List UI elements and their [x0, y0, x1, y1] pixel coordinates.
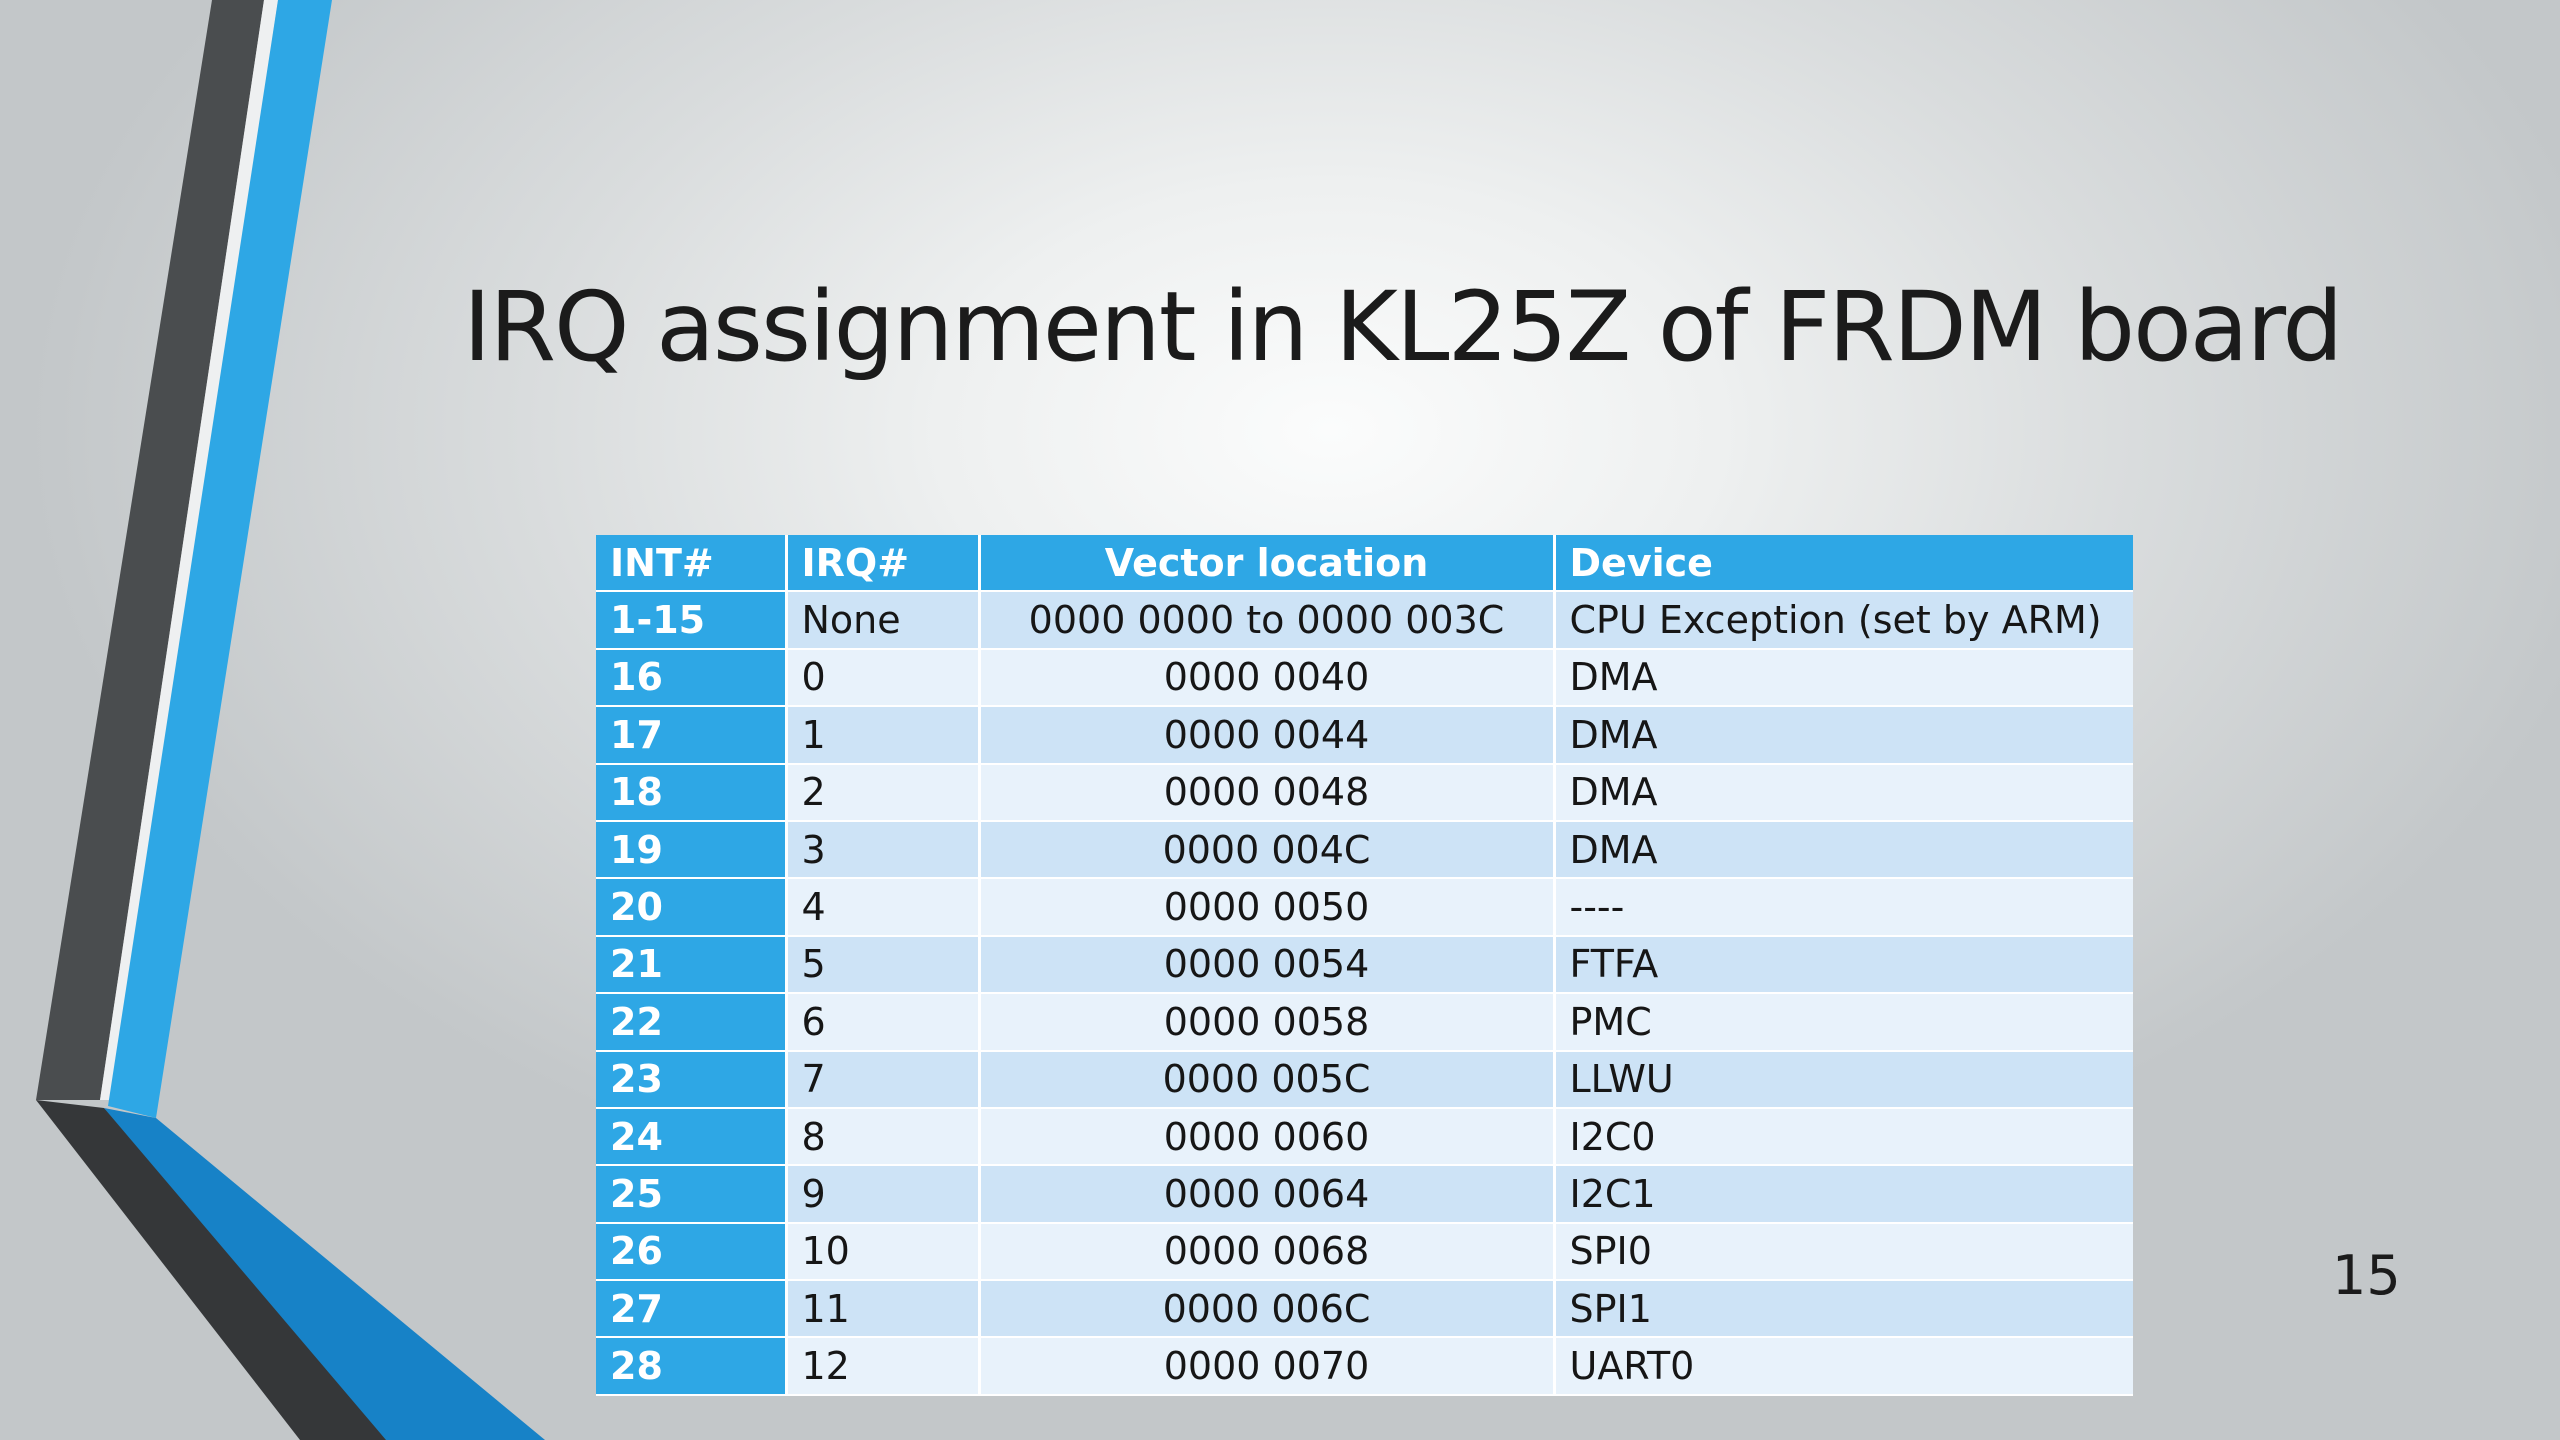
int-cell: 18: [596, 763, 788, 822]
vector-cell: 0000 0000 to 0000 003C: [979, 591, 1556, 650]
int-cell: 17: [596, 706, 788, 765]
irq-cell: 6: [786, 993, 981, 1052]
blue-stripe-diagonal: [104, 1108, 545, 1440]
irq-cell: 11: [786, 1280, 981, 1339]
device-cell: I2C1: [1554, 1165, 2133, 1224]
vector-cell: 0000 0064: [979, 1165, 1556, 1224]
light-stripe-vertical: [100, 0, 278, 1100]
blue-stripe-vertical: [108, 0, 332, 1118]
table-row: 26 10 0000 0068 SPI0: [596, 1222, 2133, 1282]
device-cell: LLWU: [1554, 1050, 2133, 1109]
device-cell: DMA: [1554, 648, 2133, 708]
vector-cell: 0000 0054: [979, 935, 1556, 995]
table-row: 24 8 0000 0060 I2C0: [596, 1107, 2133, 1167]
vector-cell: 0000 0070: [979, 1337, 1556, 1396]
header-device: Device: [1554, 535, 2133, 593]
table-row: 17 1 0000 0044 DMA: [596, 706, 2133, 765]
irq-cell: 3: [786, 820, 981, 880]
header-irq: IRQ#: [786, 535, 981, 593]
dark-stripe-vertical: [36, 0, 264, 1100]
vector-cell: 0000 0044: [979, 706, 1556, 765]
irq-cell: 2: [786, 763, 981, 822]
header-int: INT#: [596, 535, 788, 593]
int-cell: 22: [596, 993, 788, 1052]
int-cell: 23: [596, 1050, 788, 1109]
int-cell: 1-15: [596, 591, 788, 650]
irq-cell: 0: [786, 648, 981, 708]
int-cell: 25: [596, 1165, 788, 1224]
device-cell: SPI0: [1554, 1222, 2133, 1282]
device-cell: ----: [1554, 878, 2133, 937]
table-row: 28 12 0000 0070 UART0: [596, 1337, 2133, 1396]
irq-cell: 12: [786, 1337, 981, 1396]
vector-cell: 0000 006C: [979, 1280, 1556, 1339]
slide-title: IRQ assignment in KL25Z of FRDM board: [463, 271, 2343, 383]
int-cell: 16: [596, 648, 788, 708]
table-row: 20 4 0000 0050 ----: [596, 878, 2133, 937]
table-row: 21 5 0000 0054 FTFA: [596, 935, 2133, 995]
int-cell: 27: [596, 1280, 788, 1339]
irq-cell: 7: [786, 1050, 981, 1109]
vector-cell: 0000 0040: [979, 648, 1556, 708]
device-cell: UART0: [1554, 1337, 2133, 1396]
irq-cell: 1: [786, 706, 981, 765]
int-cell: 19: [596, 820, 788, 880]
int-cell: 20: [596, 878, 788, 937]
device-cell: DMA: [1554, 763, 2133, 822]
page-number: 15: [2332, 1244, 2401, 1307]
table-row: 25 9 0000 0064 I2C1: [596, 1165, 2133, 1224]
vector-cell: 0000 0060: [979, 1107, 1556, 1167]
device-cell: FTFA: [1554, 935, 2133, 995]
int-cell: 21: [596, 935, 788, 995]
vector-cell: 0000 0050: [979, 878, 1556, 937]
table-row: 1-15 None 0000 0000 to 0000 003C CPU Exc…: [596, 591, 2133, 650]
table-row: 23 7 0000 005C LLWU: [596, 1050, 2133, 1109]
device-cell: CPU Exception (set by ARM): [1554, 591, 2133, 650]
device-cell: SPI1: [1554, 1280, 2133, 1339]
irq-table: INT# IRQ# Vector location Device 1-15 No…: [596, 535, 2133, 1396]
irq-cell: 10: [786, 1222, 981, 1282]
table-row: 22 6 0000 0058 PMC: [596, 993, 2133, 1052]
vector-cell: 0000 005C: [979, 1050, 1556, 1109]
device-cell: DMA: [1554, 706, 2133, 765]
vector-cell: 0000 0068: [979, 1222, 1556, 1282]
vector-cell: 0000 0058: [979, 993, 1556, 1052]
int-cell: 28: [596, 1337, 788, 1396]
irq-cell: 8: [786, 1107, 981, 1167]
table-row: 27 11 0000 006C SPI1: [596, 1280, 2133, 1339]
int-cell: 26: [596, 1222, 788, 1282]
device-cell: PMC: [1554, 993, 2133, 1052]
irq-cell: None: [786, 591, 981, 650]
table-row: 16 0 0000 0040 DMA: [596, 648, 2133, 708]
header-vector-location: Vector location: [979, 535, 1556, 593]
vector-cell: 0000 004C: [979, 820, 1556, 880]
table-row: 18 2 0000 0048 DMA: [596, 763, 2133, 822]
irq-cell: 5: [786, 935, 981, 995]
device-cell: I2C0: [1554, 1107, 2133, 1167]
vector-cell: 0000 0048: [979, 763, 1556, 822]
int-cell: 24: [596, 1107, 788, 1167]
table-row: 19 3 0000 004C DMA: [596, 820, 2133, 880]
irq-cell: 4: [786, 878, 981, 937]
device-cell: DMA: [1554, 820, 2133, 880]
irq-cell: 9: [786, 1165, 981, 1224]
table-header-row: INT# IRQ# Vector location Device: [596, 535, 2133, 593]
